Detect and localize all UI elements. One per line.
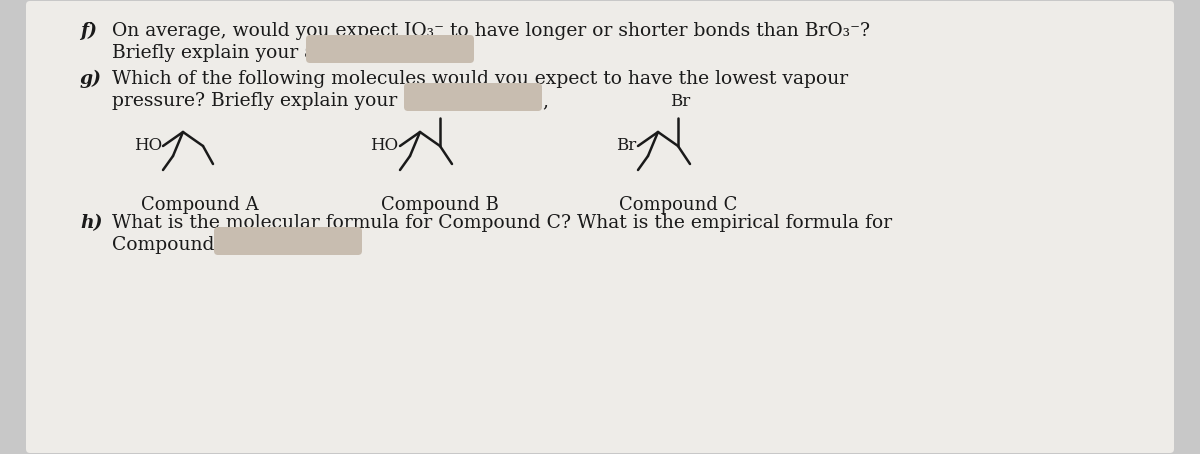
FancyBboxPatch shape [26,1,1174,453]
Text: g): g) [80,70,102,88]
Text: Compound A: Compound A [142,196,259,214]
Text: HO: HO [134,138,162,154]
Text: What is the molecular formula for Compound C? What is the empirical formula for: What is the molecular formula for Compou… [112,214,892,232]
Text: Compound C?: Compound C? [112,236,245,254]
FancyBboxPatch shape [214,227,362,255]
Text: F: F [434,95,446,112]
Text: On average, would you expect IO₃⁻ to have longer or shorter bonds than BrO₃⁻?: On average, would you expect IO₃⁻ to hav… [112,22,870,40]
Text: pressure? Briefly explain your choice.: pressure? Briefly explain your choice. [112,92,470,110]
FancyBboxPatch shape [306,35,474,63]
Text: ,: , [542,92,548,110]
Text: Which of the following molecules would you expect to have the lowest vapour: Which of the following molecules would y… [112,70,848,88]
Text: h): h) [80,214,102,232]
Text: Briefly explain your answer: Briefly explain your answer [112,44,373,62]
Text: Br: Br [616,138,636,154]
Text: HO: HO [370,138,398,154]
Text: Br: Br [670,93,690,110]
Text: f): f) [80,22,97,40]
Text: Compound B: Compound B [382,196,499,214]
Text: Compound C: Compound C [619,196,737,214]
FancyBboxPatch shape [404,83,542,111]
